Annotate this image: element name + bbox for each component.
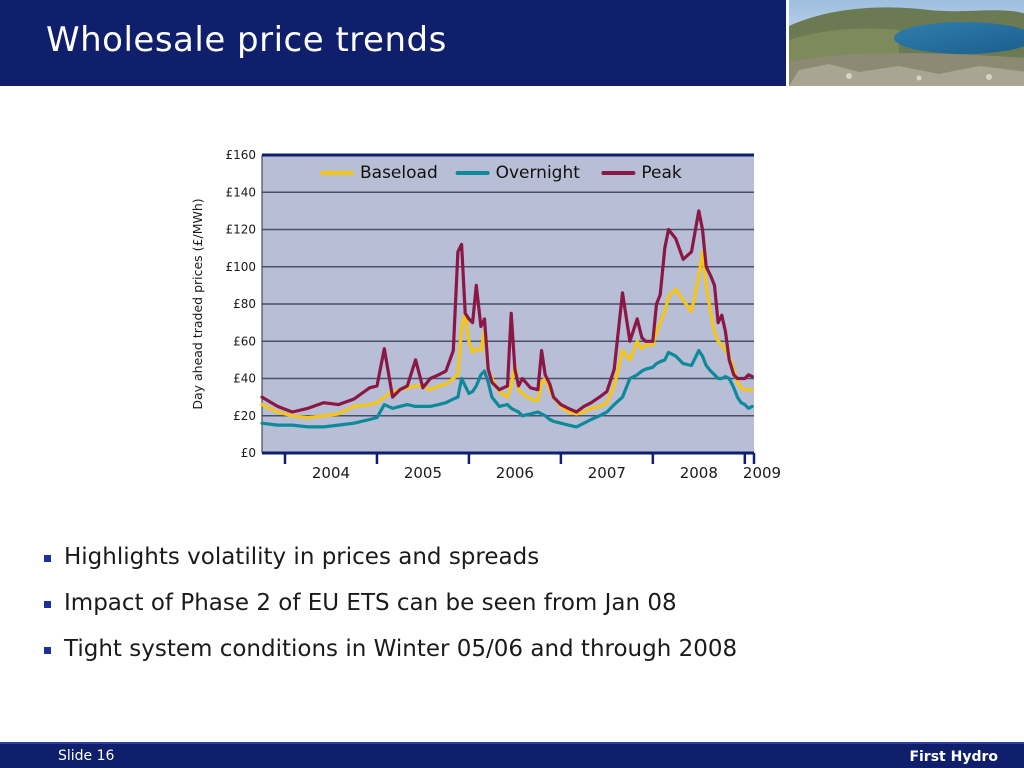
y-tick-label: £0 <box>241 446 256 460</box>
bullet-item: Tight system conditions in Winter 05/06 … <box>42 636 942 682</box>
chart-legend: Baseload Overnight Peak <box>320 163 682 183</box>
y-tick-label: £80 <box>233 297 256 311</box>
landscape-photo <box>789 0 1024 86</box>
legend-label: Baseload <box>360 163 438 183</box>
x-tick-label: 2009 <box>743 464 781 482</box>
series-line-overnight <box>260 349 754 429</box>
x-tick-label: 2007 <box>588 464 626 482</box>
bullet-marker-icon <box>44 601 51 608</box>
y-tick-label: £120 <box>225 223 256 237</box>
x-tick-label: 2005 <box>404 464 442 482</box>
header-bar: Wholesale price trends <box>0 0 1024 86</box>
y-tick-label: £160 <box>225 148 256 162</box>
bullet-text: Tight system conditions in Winter 05/06 … <box>64 636 738 662</box>
y-tick-label: £100 <box>225 260 256 274</box>
header-landscape-image <box>786 0 1024 86</box>
series-lines <box>260 209 754 429</box>
x-axis-ticks: 2004 2005 2006 2007 2008 2009 <box>283 453 781 482</box>
bullet-marker-icon <box>44 555 51 562</box>
x-tick-label: 2004 <box>312 464 350 482</box>
bullet-list: Highlights volatility in prices and spre… <box>42 544 942 682</box>
x-tick-label: 2006 <box>496 464 534 482</box>
footer-bar: Slide 16 First Hydro <box>0 742 1024 768</box>
bullet-text: Impact of Phase 2 of EU ETS can be seen … <box>64 590 677 616</box>
bullet-marker-icon <box>44 647 51 654</box>
series-line-peak <box>260 209 754 414</box>
bullet-text: Highlights volatility in prices and spre… <box>64 544 540 570</box>
legend-label: Overnight <box>496 163 581 183</box>
y-axis-label: Day ahead traded prices (£/MWh) <box>190 198 205 409</box>
y-tick-label: £140 <box>225 185 256 199</box>
bullet-item: Impact of Phase 2 of EU ETS can be seen … <box>42 590 942 636</box>
x-tick-label: 2008 <box>680 464 718 482</box>
legend-label: Peak <box>641 163 682 183</box>
price-chart-svg: £0£20£40£60£80£100£120£140£160 2004 2005 2… <box>190 148 781 482</box>
y-tick-label: £60 <box>233 334 256 348</box>
price-chart: £0 £20 £40 £60 £80 £100 £120 £140 £160 2004 2005 2… <box>180 140 800 490</box>
bullet-item: Highlights volatility in prices and spre… <box>42 544 942 590</box>
y-tick-label: £20 <box>233 409 256 423</box>
brand-name: First Hydro <box>909 749 998 765</box>
y-axis-ticks: £0 £20 £40 £60 £80 £100 £120 £140 £160 <box>225 148 256 460</box>
page-title: Wholesale price trends <box>46 20 447 60</box>
y-tick-label: £40 <box>233 372 256 386</box>
series-line-baseload <box>260 250 754 420</box>
slide-number: Slide 16 <box>58 748 115 764</box>
